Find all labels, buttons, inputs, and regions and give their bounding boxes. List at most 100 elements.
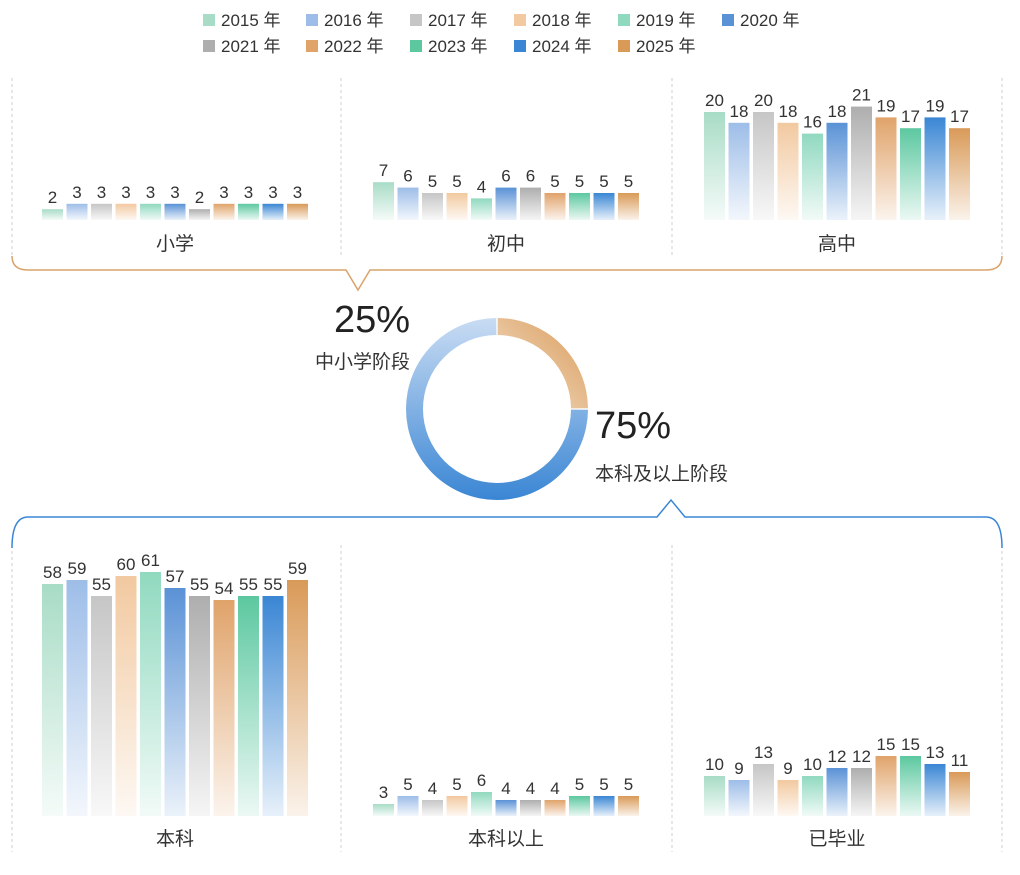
bar-value-label: 54 bbox=[215, 579, 234, 598]
bar-value-label: 3 bbox=[170, 183, 179, 202]
donut-segment-label: 本科及以上阶段 bbox=[595, 463, 728, 485]
bar bbox=[115, 203, 137, 220]
legend-swatch bbox=[410, 40, 422, 52]
bar bbox=[777, 122, 799, 220]
bar-value-label: 11 bbox=[951, 751, 969, 770]
bar bbox=[238, 596, 259, 816]
bar-value-label: 12 bbox=[828, 747, 847, 766]
legend-label: 2018 年 bbox=[532, 11, 592, 30]
bar bbox=[900, 128, 921, 220]
bar bbox=[66, 580, 88, 816]
legend-label: 2021 年 bbox=[221, 37, 281, 56]
bar-value-label: 12 bbox=[852, 747, 871, 766]
bar bbox=[91, 203, 112, 220]
bar-value-label: 3 bbox=[121, 183, 130, 202]
bracket-top bbox=[11, 255, 1003, 292]
panel-0: 58 59 55 60 61 57 55 54 55 55 59 本科 bbox=[42, 551, 308, 850]
bar bbox=[544, 193, 566, 220]
bar bbox=[875, 756, 897, 816]
bar bbox=[728, 122, 750, 220]
bar bbox=[520, 187, 541, 220]
legend-label: 2024 年 bbox=[532, 37, 592, 56]
legend-swatch bbox=[203, 40, 215, 52]
bar-value-label: 6 bbox=[501, 167, 510, 186]
bar-value-label: 55 bbox=[92, 575, 111, 594]
bar-value-label: 17 bbox=[901, 107, 920, 126]
bar bbox=[618, 796, 639, 816]
legend: 2015 年 2016 年 2017 年 2018 年 2019 年 2020 年 2021… bbox=[203, 11, 800, 56]
bar-value-label: 10 bbox=[705, 755, 724, 774]
bar-value-label: 59 bbox=[68, 559, 87, 578]
bar bbox=[753, 764, 774, 816]
bar bbox=[949, 772, 970, 816]
bar-value-label: 3 bbox=[72, 183, 81, 202]
legend-label: 2016 年 bbox=[324, 11, 384, 30]
panel-label: 已毕业 bbox=[808, 828, 865, 850]
bar-value-label: 3 bbox=[293, 183, 302, 202]
bar bbox=[42, 584, 63, 816]
bar bbox=[851, 106, 872, 220]
bar bbox=[753, 112, 774, 220]
bar bbox=[569, 796, 590, 816]
bar-value-label: 5 bbox=[624, 775, 633, 794]
bar bbox=[373, 182, 394, 220]
bar bbox=[115, 576, 137, 816]
bar bbox=[544, 800, 566, 816]
bar bbox=[287, 580, 308, 816]
donut-chart: 25% 中小学阶段 75% 本科及以上阶段 bbox=[315, 299, 728, 500]
bar bbox=[373, 804, 394, 816]
bar bbox=[140, 203, 161, 220]
bar bbox=[569, 193, 590, 220]
bar bbox=[924, 764, 946, 816]
legend-label: 2019 年 bbox=[636, 11, 696, 30]
bar bbox=[446, 796, 468, 816]
bar-value-label: 15 bbox=[877, 735, 896, 754]
bar bbox=[397, 187, 419, 220]
legend-label: 2017 年 bbox=[428, 11, 488, 30]
bar-value-label: 18 bbox=[730, 102, 749, 121]
bar bbox=[471, 792, 492, 816]
bar bbox=[471, 198, 492, 220]
bar bbox=[140, 572, 161, 816]
bar bbox=[704, 776, 725, 816]
bar bbox=[495, 187, 517, 220]
bar-value-label: 5 bbox=[452, 172, 461, 191]
bar bbox=[924, 117, 946, 220]
legend-swatch bbox=[203, 14, 215, 26]
bar-value-label: 3 bbox=[219, 183, 228, 202]
bar-value-label: 18 bbox=[828, 102, 847, 121]
bar bbox=[826, 768, 848, 816]
bar-value-label: 57 bbox=[166, 567, 185, 586]
bar bbox=[851, 768, 872, 816]
bar-value-label: 5 bbox=[575, 775, 584, 794]
bar bbox=[495, 800, 517, 816]
bracket-bottom bbox=[11, 498, 1003, 549]
legend-swatch bbox=[618, 40, 630, 52]
panel-0: 2 3 3 3 3 3 2 3 3 3 3小学 bbox=[42, 183, 308, 255]
bar bbox=[91, 596, 112, 816]
donut-slice bbox=[497, 318, 588, 409]
bar-value-label: 18 bbox=[779, 102, 798, 121]
bar bbox=[422, 193, 443, 220]
legend-swatch bbox=[722, 14, 734, 26]
bar-value-label: 5 bbox=[599, 172, 608, 191]
bar-value-label: 7 bbox=[379, 161, 388, 180]
bar bbox=[593, 796, 615, 816]
bar-value-label: 3 bbox=[146, 183, 155, 202]
legend-swatch bbox=[618, 14, 630, 26]
panel-label: 本科 bbox=[156, 828, 194, 850]
bar-value-label: 55 bbox=[190, 575, 209, 594]
bar bbox=[213, 203, 235, 220]
bar-value-label: 10 bbox=[803, 755, 822, 774]
bar-value-label: 55 bbox=[264, 575, 283, 594]
panel-1: 7 6 5 5 46 6 5 5 5 5初中 bbox=[373, 161, 639, 255]
bar-value-label: 61 bbox=[141, 551, 160, 570]
legend-swatch bbox=[514, 14, 526, 26]
bar bbox=[875, 117, 897, 220]
legend-label: 2022 年 bbox=[324, 37, 384, 56]
legend-label: 2025 年 bbox=[636, 37, 696, 56]
bar-value-label: 4 bbox=[477, 177, 486, 196]
